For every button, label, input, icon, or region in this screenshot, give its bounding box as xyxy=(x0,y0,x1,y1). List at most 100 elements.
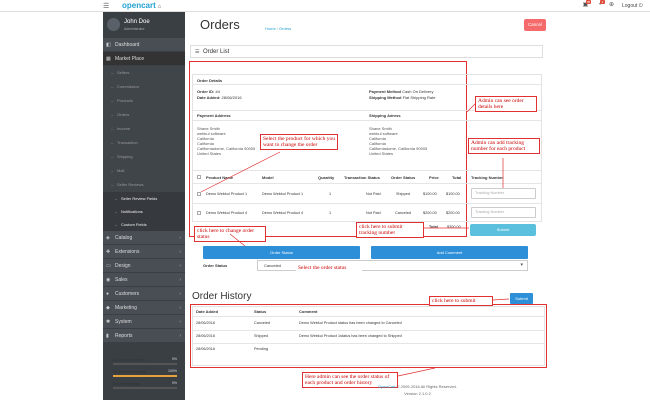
shipping-method-row: Shipping Method Flat Shipping Rate xyxy=(369,95,435,100)
annotation-order-details: Admin can see order details here xyxy=(475,96,537,112)
col-price: Price xyxy=(429,175,439,180)
sidebar-sub-label: Income xyxy=(117,126,131,131)
cell-total: $100.00 xyxy=(446,192,460,196)
life-ring-icon[interactable]: ⊕ xyxy=(608,2,615,8)
sidebar-sub-products[interactable]: – Products xyxy=(103,94,185,108)
sidebar-item-reports[interactable]: ▮ Reports › xyxy=(103,329,185,343)
stat-value: 100% xyxy=(168,369,177,373)
sidebar-item-catalog[interactable]: ◈ Catalog › xyxy=(103,231,185,245)
divider xyxy=(193,110,541,111)
sidebar-sub-shipping[interactable]: – Shipping xyxy=(103,150,185,164)
sidebar-sub-seller-reviews[interactable]: – Seller Reviews xyxy=(103,178,185,192)
date-added-row: Date Added: 28/06/2016 xyxy=(197,95,242,100)
sidebar-item-label: Dashboard xyxy=(115,42,140,48)
sidebar-item-dashboard[interactable]: ◧ Dashboard xyxy=(103,38,185,52)
sidebar-sub-review-fields[interactable]: – Seller Review Fields xyxy=(103,192,185,205)
history-col-comment: Comment xyxy=(299,309,318,314)
add-comment-button[interactable]: Add Comment xyxy=(371,246,528,259)
shipping-method-value: Flat Shipping Rate xyxy=(402,95,436,100)
sidebar-item-label: Design xyxy=(115,263,131,269)
col-total: Total xyxy=(452,175,462,180)
tracking-number-input[interactable]: Tracking Number xyxy=(471,188,536,199)
logo-text: opencart xyxy=(122,1,156,10)
history-cell-comment: Demo Webkul Product status has been chan… xyxy=(299,321,402,325)
sidebar-sub-label: Notifications xyxy=(121,209,143,214)
payment-address-heading: Payment Address xyxy=(197,113,231,118)
arrow-order-details xyxy=(466,103,476,113)
sidebar-sub-sellers[interactable]: – Sellers xyxy=(103,66,185,80)
stat-label: Orders Processing xyxy=(113,369,147,374)
user-profile[interactable]: John Doe Administrator xyxy=(103,12,185,38)
breadcrumb-current[interactable]: Orders xyxy=(279,26,292,31)
sidebar-item-system[interactable]: ✱ System › xyxy=(103,315,185,329)
footer-link[interactable]: OpenCart xyxy=(378,384,396,389)
payment-method-row: Payment Method Cash On Delivery xyxy=(369,89,433,94)
cart-logo-icon: ⌂ xyxy=(155,4,162,10)
sidebar-item-customers[interactable]: ● Customers › xyxy=(103,287,185,301)
history-cell-status: Pending xyxy=(254,347,268,351)
sidebar-sub-label: Mail xyxy=(117,168,125,173)
breadcrumb-home[interactable]: Home xyxy=(265,26,276,31)
shipping-address-heading: Shipping Adress xyxy=(369,113,401,118)
stat-bar xyxy=(113,363,177,365)
divider xyxy=(193,203,541,204)
chevron-right-icon: › xyxy=(179,333,181,339)
main-content: Orders Home / Orders Cancel ☰ Order List… xyxy=(185,12,650,400)
divider xyxy=(193,84,541,85)
sidebar-sub-commission[interactable]: – Commission xyxy=(103,80,185,94)
annotation-submit-tracking: click here to submit tracking number xyxy=(356,222,424,238)
sidebar-item-marketing[interactable]: ◆ Marketing › xyxy=(103,301,185,315)
stat-bar xyxy=(113,375,177,377)
row-checkbox[interactable] xyxy=(197,192,201,196)
opencart-logo[interactable]: opencart ⌂ xyxy=(122,1,161,10)
divider xyxy=(193,170,541,171)
order-status-select[interactable]: Canceled ▾ xyxy=(257,260,528,271)
history-cell-date: 28/06/2016 xyxy=(196,334,216,338)
order-status-button[interactable]: Order Status xyxy=(203,246,360,259)
order-status-label: Order Status xyxy=(203,263,228,268)
stat-bar xyxy=(113,387,177,389)
cart-icon[interactable]: ▣ xyxy=(582,2,589,8)
address-line: Shane Smith xyxy=(197,126,220,131)
cart-icon: ◉ xyxy=(106,277,111,283)
annotation-select-status: Select the order status xyxy=(296,264,362,272)
sidebar-item-extensions[interactable]: ✚ Extensions › xyxy=(103,245,185,259)
alerts-badge: 2 xyxy=(600,0,605,4)
col-quantity: Quantity xyxy=(318,175,335,180)
order-history-highlight xyxy=(190,304,547,368)
sidebar-item-label: Catalog xyxy=(115,235,133,241)
logout-link[interactable]: Logout ⏻ xyxy=(622,3,643,9)
sidebar-item-marketplace[interactable]: ▦ Market Place xyxy=(103,52,185,66)
puzzle-icon: ✚ xyxy=(106,249,111,255)
avatar xyxy=(107,18,120,31)
sidebar-sub-income[interactable]: – Income xyxy=(103,122,185,136)
shipping-address: Shane Smith webkul software California C… xyxy=(369,126,427,156)
order-id-label: Order ID: xyxy=(197,89,215,94)
cancel-button[interactable]: Cancel xyxy=(524,19,546,31)
address-line: California xyxy=(197,136,214,141)
menu-icon[interactable]: ☰ xyxy=(103,3,110,10)
arrow-select-product xyxy=(200,151,281,193)
sidebar-sub-notifications[interactable]: – Notifications xyxy=(103,205,185,218)
sidebar-item-design[interactable]: ▭ Design › xyxy=(103,259,185,273)
history-cell-status: Canceled xyxy=(254,321,271,325)
submit-status-button[interactable]: Submit xyxy=(510,293,533,304)
logout-icon: ⏻ xyxy=(638,3,643,9)
history-cell-date: 28/06/2016 xyxy=(196,321,216,325)
tracking-number-input[interactable]: Tracking Number xyxy=(471,207,536,218)
divider xyxy=(193,316,544,317)
sidebar-item-sales[interactable]: ◉ Sales › xyxy=(103,273,185,287)
submit-tracking-button[interactable]: Submit xyxy=(470,224,536,236)
sidebar-sub-transaction[interactable]: – Transaction xyxy=(103,136,185,150)
panel-title: Order List xyxy=(203,49,230,55)
bell-icon[interactable]: ◔ xyxy=(597,2,602,8)
row-checkbox[interactable] xyxy=(197,211,201,215)
order-history-title: Order History xyxy=(192,291,252,302)
page-title: Orders xyxy=(200,17,240,32)
sidebar-sub-orders[interactable]: – Orders xyxy=(103,108,185,122)
sidebar-sub-custom-fields[interactable]: – Custom Fields xyxy=(103,218,185,231)
sidebar-sub-mail[interactable]: – Mail xyxy=(103,164,185,178)
history-col-date: Date Added xyxy=(196,309,219,314)
select-all-checkbox[interactable] xyxy=(197,175,201,179)
annotation-submit: click here to submit xyxy=(429,296,493,306)
